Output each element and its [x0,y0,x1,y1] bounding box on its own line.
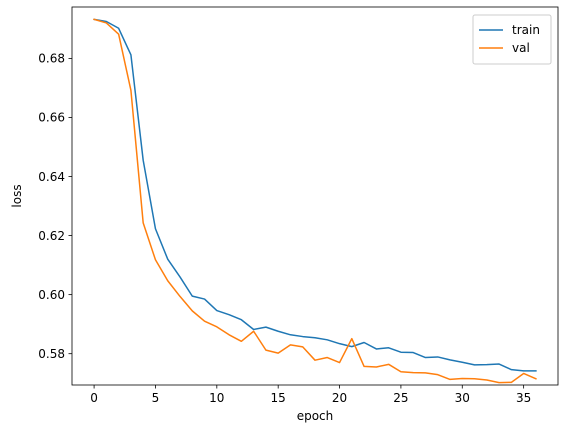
x-axis-ticks: 0 5 10 15 20 25 30 35 [90,385,531,405]
y-tick-label: 0.64 [38,170,65,184]
plot-lines [93,18,537,384]
y-tick-label: 0.58 [38,347,65,361]
y-axis-label: loss [10,184,24,207]
y-axis-ticks: 0.58 0.60 0.62 0.64 0.66 0.68 [38,52,72,361]
x-axis-label: epoch [297,409,334,423]
plot-frame [71,6,559,386]
y-tick-label: 0.68 [38,52,65,66]
legend-frame [472,14,552,65]
x-tick-label: 20 [332,391,347,405]
y-tick-label: 0.66 [38,111,65,125]
x-tick-label: 10 [209,391,224,405]
x-tick-label: 5 [152,391,160,405]
x-tick-label: 0 [90,391,98,405]
y-tick-label: 0.60 [38,288,65,302]
y-tick-label: 0.62 [38,229,65,243]
x-tick-label: 30 [455,391,470,405]
series-line-val [93,18,537,384]
x-tick-label: 35 [516,391,531,405]
x-tick-label: 15 [271,391,286,405]
x-tick-label: 25 [393,391,408,405]
series-line-train [93,18,537,372]
legend-label-val: val [512,41,530,55]
legend-label-train: train [512,23,540,37]
legend: train val [472,14,552,65]
